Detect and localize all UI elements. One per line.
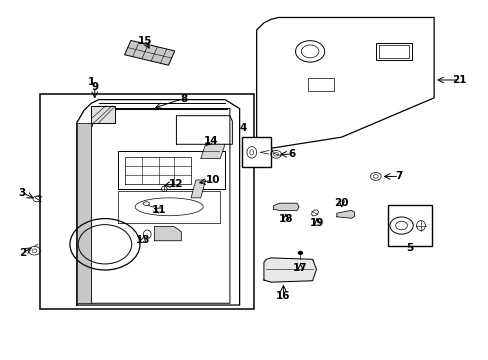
Bar [242, 137, 271, 167]
Ellipse shape [416, 221, 425, 230]
Text: 10: 10 [205, 175, 220, 185]
Bar [375, 43, 411, 60]
Text: 8: 8 [180, 94, 187, 104]
Polygon shape [264, 258, 316, 282]
Bar [387, 205, 431, 246]
Polygon shape [154, 226, 181, 241]
Polygon shape [77, 123, 91, 303]
Ellipse shape [249, 150, 253, 155]
Ellipse shape [143, 230, 151, 239]
Text: 4: 4 [239, 123, 247, 133]
Ellipse shape [246, 147, 256, 158]
Text: 14: 14 [203, 136, 218, 146]
FancyBboxPatch shape [124, 40, 174, 65]
Text: 6: 6 [288, 149, 295, 159]
Text: 7: 7 [395, 171, 402, 181]
Text: 1: 1 [87, 77, 95, 87]
Text: 17: 17 [292, 262, 307, 273]
Text: 2: 2 [19, 248, 26, 258]
Ellipse shape [135, 198, 203, 216]
Text: 12: 12 [169, 179, 183, 189]
Text: 11: 11 [152, 205, 166, 215]
Text: 16: 16 [276, 291, 290, 301]
Ellipse shape [311, 210, 318, 216]
Text: 13: 13 [136, 235, 150, 245]
Ellipse shape [161, 186, 167, 192]
Polygon shape [336, 210, 354, 218]
Text: 3: 3 [19, 188, 26, 198]
Ellipse shape [143, 202, 149, 205]
Text: 5: 5 [406, 243, 412, 253]
Polygon shape [191, 180, 205, 198]
Polygon shape [273, 203, 298, 210]
Text: 9: 9 [91, 82, 98, 92]
Bar [378, 45, 408, 58]
Text: 21: 21 [451, 75, 466, 85]
Text: 20: 20 [334, 198, 348, 208]
Bar [91, 106, 115, 123]
Text: 15: 15 [137, 36, 152, 46]
Polygon shape [256, 18, 433, 148]
Text: 19: 19 [309, 218, 324, 228]
Polygon shape [201, 144, 224, 158]
Bar [40, 94, 254, 309]
Text: 18: 18 [278, 214, 292, 224]
Circle shape [298, 251, 302, 254]
Bar [307, 78, 334, 91]
